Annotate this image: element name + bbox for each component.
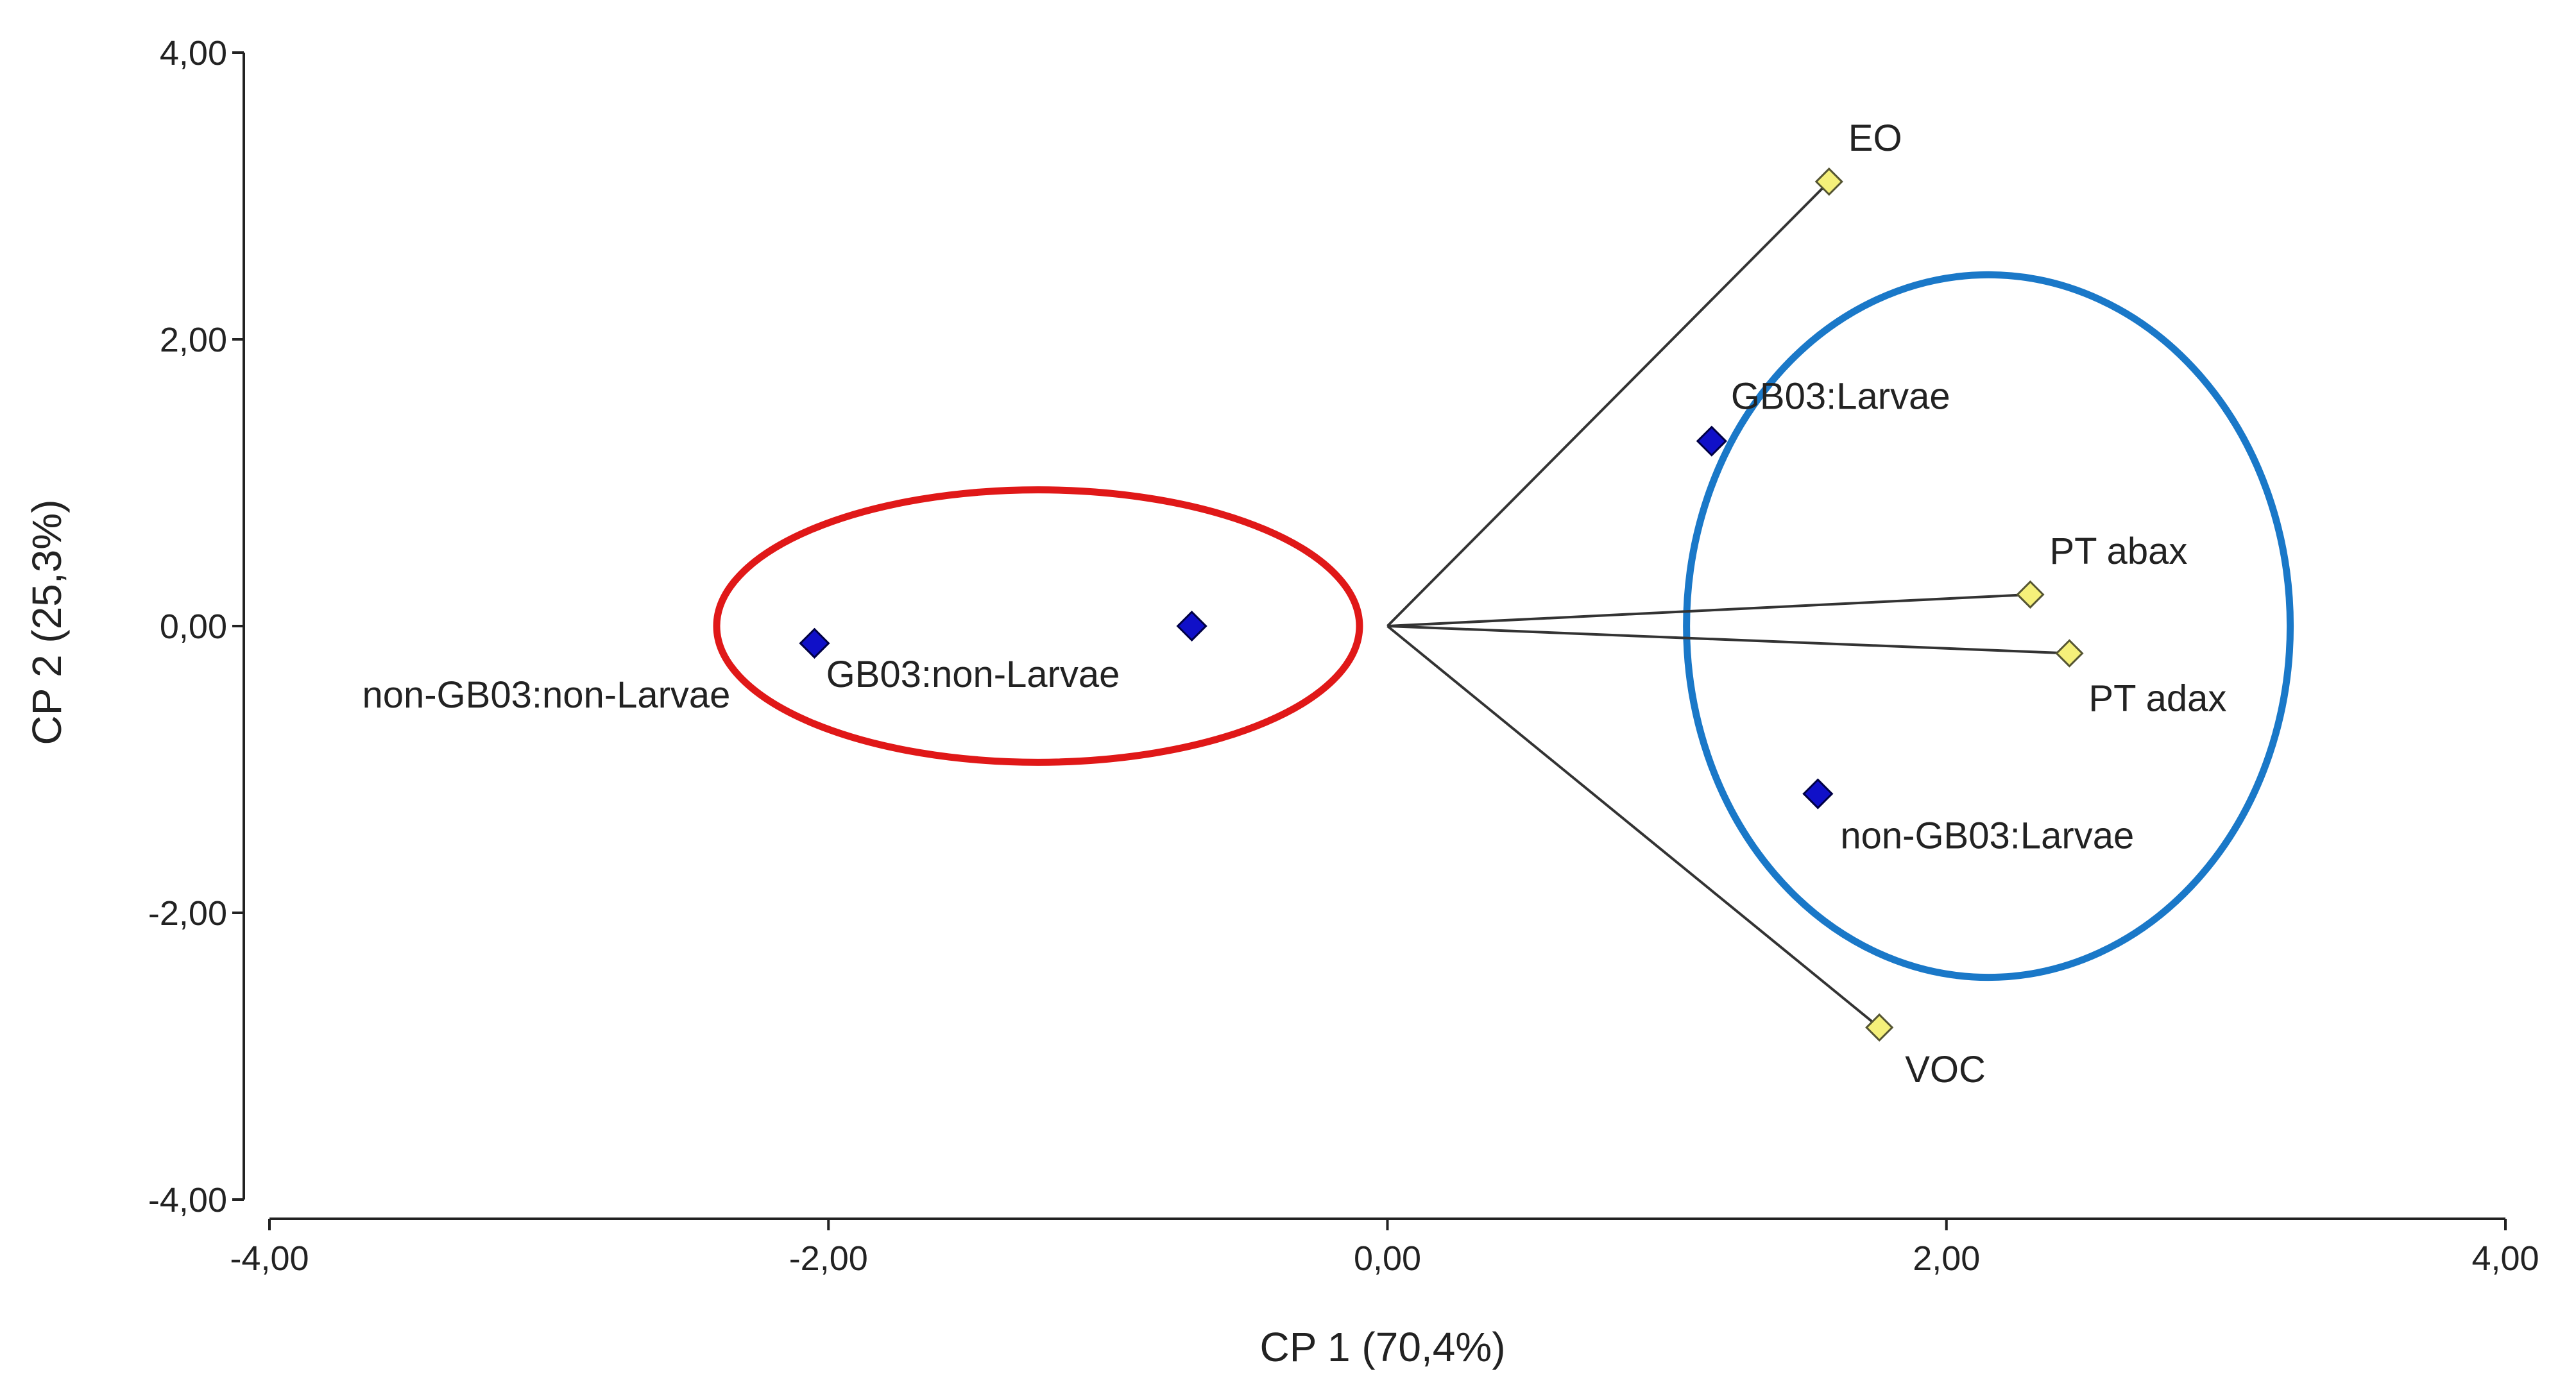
observation-point: [799, 627, 830, 659]
y-axis-title: CP 2 (25,3%): [24, 500, 70, 745]
observation-point: [1802, 778, 1834, 810]
y-tick-label: -2,00: [148, 894, 227, 933]
point-label: GB03:non-Larvae: [826, 654, 1120, 695]
blue-highlight-ellipse: [1683, 271, 2294, 981]
x-axis-ticks: -4,00 -2,00 0,00 2,00 4,00: [230, 1219, 2539, 1278]
vector-line: [1386, 625, 1881, 1029]
y-tick-label: 2,00: [160, 321, 227, 359]
data-points: [799, 167, 2084, 1042]
vector-line: [1386, 180, 1830, 627]
point-label: non-GB03:Larvae: [1840, 815, 2134, 856]
observation-point: [1176, 610, 1207, 642]
point-label: PT adax: [2088, 677, 2226, 719]
x-tick-label: 4,00: [2471, 1239, 2539, 1278]
x-tick-label: 2,00: [1913, 1239, 1980, 1278]
variable-point: [1865, 1013, 1894, 1042]
x-tick-label: -4,00: [230, 1239, 309, 1278]
y-tick-label: 4,00: [160, 34, 227, 72]
variable-point: [2016, 580, 2045, 609]
point-label: non-GB03:non-Larvae: [362, 674, 730, 716]
point-label: VOC: [1905, 1049, 1986, 1090]
point-label: PT abax: [2049, 530, 2187, 572]
red-highlight-ellipse: [713, 486, 1363, 766]
axes: [243, 53, 2505, 1220]
observation-point: [1696, 425, 1727, 457]
x-tick-label: -2,00: [789, 1239, 868, 1278]
y-axis-ticks: 4,00 2,00 0,00 -2,00 -4,00: [148, 34, 244, 1219]
point-labels: non-GB03:non-Larvae GB03:non-Larvae GB03:L…: [362, 117, 2226, 1090]
point-label: EO: [1848, 117, 1902, 159]
variable-point: [1814, 167, 1843, 196]
y-tick-label: -4,00: [148, 1181, 227, 1219]
x-tick-label: 0,00: [1354, 1239, 1421, 1278]
x-axis-title: CP 1 (70,4%): [1260, 1324, 1506, 1370]
highlight-ellipses: [713, 271, 2294, 981]
y-tick-label: 0,00: [160, 607, 227, 646]
vector-line: [1387, 625, 2070, 655]
variable-vectors: [1386, 180, 2070, 1029]
point-label: GB03:Larvae: [1731, 376, 1950, 418]
variable-point: [2055, 639, 2084, 668]
vector-line: [1387, 593, 2031, 627]
